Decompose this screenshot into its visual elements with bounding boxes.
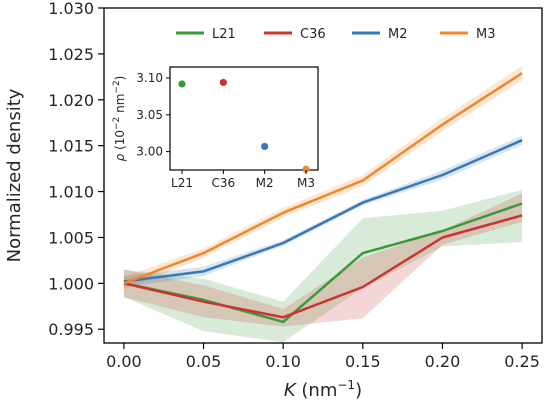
x-tick-label: 0.20	[425, 352, 461, 371]
x-tick-label: 0.05	[186, 352, 222, 371]
y-axis-ticks: 0.995 1.000 1.005 1.010 1.015 1.020 1.025 1.030	[48, 0, 104, 339]
x-tick-label: 0.25	[504, 352, 540, 371]
inset-point-m3	[302, 165, 310, 173]
inset-point-m2	[261, 142, 269, 151]
x-tick-label: 0.15	[345, 352, 381, 371]
inset-x-tick-label: M3	[297, 176, 315, 190]
band-l21	[123, 189, 523, 343]
inset-y-tick-label: 3.00	[136, 145, 163, 159]
x-axis-ticks: 0.00 0.05 0.10 0.15 0.20 0.25	[106, 343, 540, 371]
y-tick-label: 1.005	[48, 228, 94, 247]
band-c36	[123, 193, 523, 327]
x-tick-label: 0.10	[265, 352, 301, 371]
line-m3	[123, 72, 523, 285]
y-tick-label: 1.030	[48, 0, 94, 18]
line-m2	[123, 139, 523, 283]
inset-x-tick-label: L21	[171, 176, 193, 190]
legend-label-m2: M2	[388, 27, 408, 42]
y-tick-label: 0.995	[48, 320, 94, 339]
inset-point-l21	[178, 80, 186, 88]
y-tick-label: 1.020	[48, 91, 94, 110]
y-tick-label: 1.000	[48, 274, 94, 293]
inset-y-axis-label: ρ (10−2 nm−2)	[112, 76, 127, 162]
inset-y-tick-label: 3.05	[136, 108, 163, 122]
series-lines	[123, 72, 523, 324]
inset-x-ticks: L21 C36 M2 M3	[171, 170, 315, 190]
y-tick-label: 1.010	[48, 183, 94, 202]
main-plot-frame	[103, 7, 543, 344]
legend-label-l21: L21	[212, 27, 236, 42]
inset-plot-frame	[169, 66, 319, 171]
legend-label-m3: M3	[476, 27, 496, 42]
inset-y-tick-label: 3.10	[136, 71, 163, 85]
inset-points	[178, 78, 310, 173]
x-axis-label: K (nm−1)	[284, 378, 362, 401]
inset-x-tick-label: M2	[256, 176, 274, 190]
band-m2	[123, 135, 523, 287]
inset-x-tick-label: C36	[212, 176, 236, 190]
x-tick-label: 0.00	[106, 352, 142, 371]
line-l21	[123, 202, 523, 324]
inset-y-ticks: 3.00 3.05 3.10	[136, 71, 170, 159]
inset-plot: L21 C36 M2 M3 3.00 3.05 3.10 ρ (10−2 nm−2)	[112, 66, 319, 190]
y-tick-label: 1.015	[48, 137, 94, 156]
legend: L21 C36 M2 M3	[176, 27, 496, 42]
legend-label-c36: C36	[300, 27, 326, 42]
line-c36	[123, 214, 523, 319]
y-axis-label: Normalized density	[4, 88, 25, 262]
y-tick-label: 1.025	[48, 45, 94, 64]
main-plot-area	[103, 7, 543, 344]
inset-point-c36	[219, 78, 227, 87]
